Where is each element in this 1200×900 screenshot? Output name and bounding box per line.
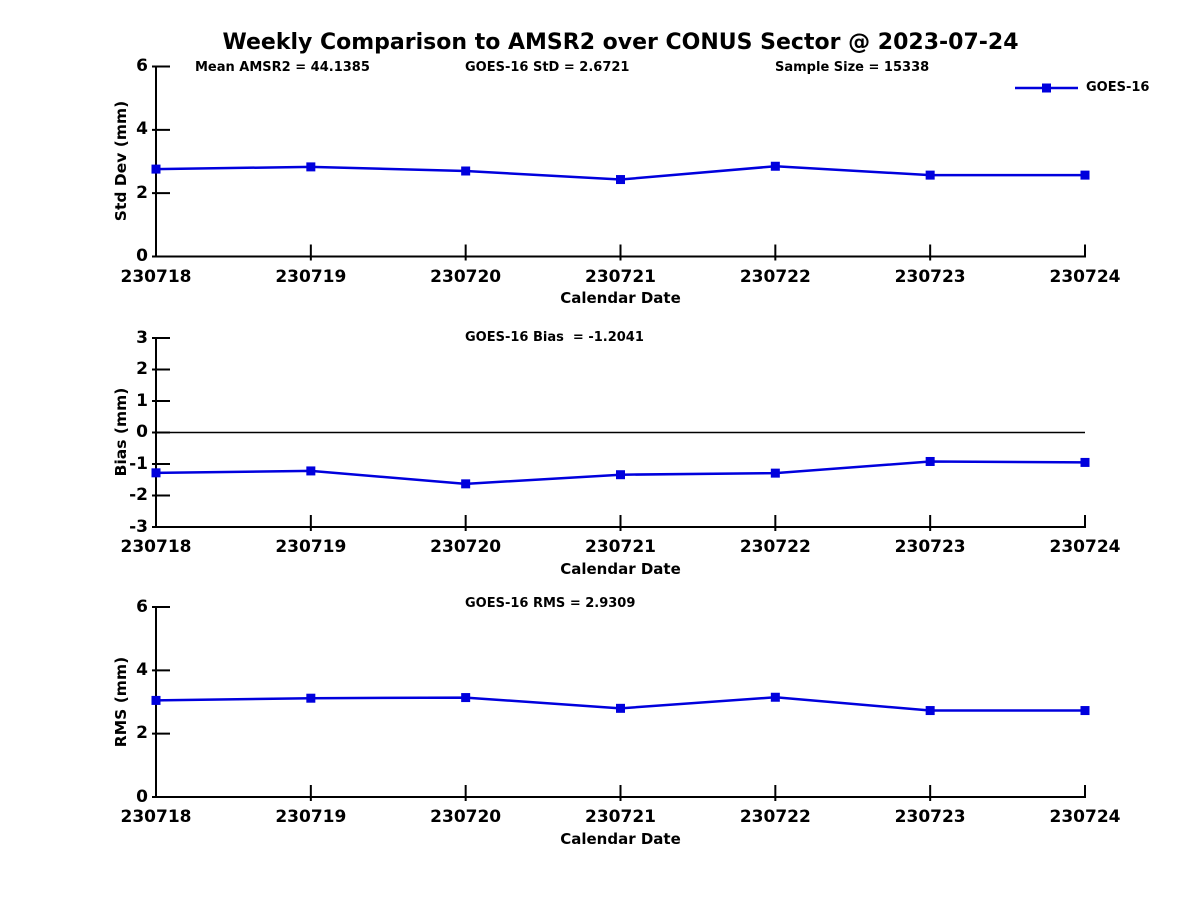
- bias-x-axis-label: Calendar Date: [560, 560, 681, 578]
- rms-y-tick-label: 6: [136, 596, 148, 617]
- legend-series-label: GOES-16: [1086, 80, 1150, 95]
- bias-y-tick-label: -1: [129, 453, 148, 474]
- rms-y-tick-label: 2: [136, 723, 148, 744]
- rms-x-axis-label: Calendar Date: [560, 830, 681, 848]
- bias-x-tick-label: 230721: [585, 537, 656, 557]
- bias-chart-title: GOES-16 Bias = -1.2041: [465, 330, 644, 345]
- rms-data-point-marker: [770, 692, 780, 702]
- bias-x-tick-label: 230720: [430, 537, 502, 557]
- bias-y-tick-label: 2: [136, 359, 148, 379]
- std-dev-data-point-marker: [461, 166, 471, 176]
- rms-x-tick-label: 230723: [894, 807, 966, 827]
- std-dev-y-tick-label: 4: [136, 119, 148, 140]
- stat-sample-size: Sample Size = 15338: [775, 60, 930, 75]
- bias-data-point-marker: [616, 470, 625, 480]
- rms-data-point-marker: [151, 695, 161, 705]
- bias-y-tick-label: -2: [129, 485, 148, 505]
- rms-data-point-marker: [925, 706, 935, 716]
- std-dev-x-tick-label: 230721: [585, 266, 656, 287]
- rms-x-tick-label: 230720: [430, 807, 502, 827]
- std-dev-y-tick-label: 6: [136, 56, 148, 76]
- bias-x-tick-label: 230722: [739, 537, 811, 557]
- rms-data-point-marker: [1080, 706, 1090, 716]
- std-dev-data-point-marker: [770, 161, 780, 171]
- bias-data-point-marker: [925, 456, 935, 466]
- std-dev-data-point-marker: [151, 164, 161, 174]
- bias-data-point-marker: [151, 468, 161, 478]
- bias-x-tick-label: 230723: [894, 537, 966, 557]
- std-dev-x-tick-label: 230722: [739, 266, 811, 287]
- rms-x-tick-label: 230722: [739, 807, 811, 827]
- std-dev-data-point-marker: [925, 170, 935, 180]
- rms-x-tick-label: 230724: [1049, 807, 1121, 827]
- rms-x-tick-label: 230719: [275, 807, 347, 827]
- rms-data-point-marker: [306, 693, 316, 703]
- figure-title: Weekly Comparison to AMSR2 over CONUS Se…: [222, 30, 1019, 55]
- std-dev-x-tick-label: 230718: [120, 266, 192, 287]
- std-dev-data-point-marker: [616, 175, 625, 185]
- rms-data-point-marker: [461, 693, 471, 703]
- std-dev-y-tick-label: 2: [136, 182, 148, 203]
- std-dev-data-point-marker: [1080, 170, 1090, 180]
- stddev-x-axis-label: Calendar Date: [560, 289, 681, 307]
- bias-data-point-marker: [306, 466, 316, 476]
- rms-y-tick-label: 4: [136, 659, 148, 680]
- rms-x-tick-label: 230721: [585, 807, 656, 827]
- bias-x-tick-label: 230718: [120, 537, 192, 557]
- stat-goes16-std: GOES-16 StD = 2.6721: [465, 60, 630, 75]
- legend-marker-icon: [1042, 83, 1051, 93]
- std-dev-y-tick-label: 0: [136, 246, 148, 266]
- bias-data-point-marker: [1080, 457, 1090, 467]
- std-dev-x-tick-label: 230723: [894, 266, 966, 287]
- bias-y-tick-label: 1: [136, 390, 148, 411]
- bias-y-tick-label: 0: [136, 422, 148, 442]
- stat-mean-amsr2: Mean AMSR2 = 44.1385: [195, 60, 370, 75]
- bias-y-tick-label: 3: [136, 327, 148, 348]
- bias-x-tick-label: 230719: [275, 537, 347, 557]
- bias-x-tick-label: 230724: [1049, 537, 1121, 557]
- std-dev-data-point-marker: [306, 162, 316, 172]
- bias-data-point-marker: [461, 479, 471, 489]
- std-dev-x-tick-label: 230720: [430, 266, 502, 287]
- rms-y-tick-label: 0: [136, 786, 148, 807]
- std-dev-x-tick-label: 230719: [275, 266, 347, 287]
- rms-x-tick-label: 230718: [120, 807, 192, 827]
- bias-y-tick-label: -3: [129, 516, 148, 537]
- rms-chart-title: GOES-16 RMS = 2.9309: [465, 596, 636, 611]
- std-dev-x-tick-label: 230724: [1049, 266, 1121, 287]
- bias-data-point-marker: [770, 468, 780, 478]
- rms-data-point-marker: [616, 703, 625, 713]
